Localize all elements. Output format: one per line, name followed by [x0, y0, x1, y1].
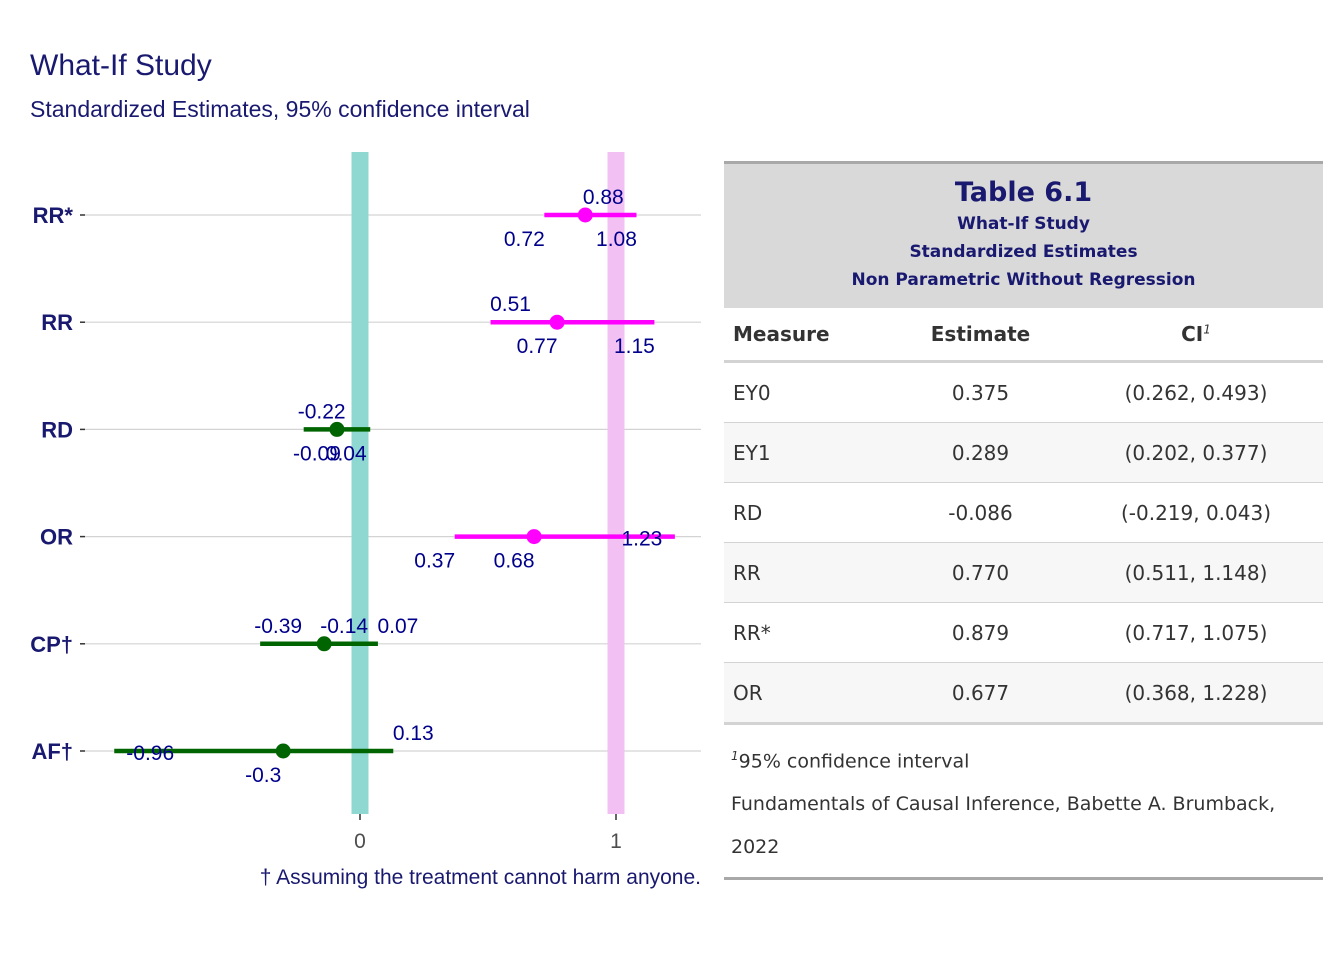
cell-measure: EY0: [733, 380, 771, 405]
table-row: EY0 0.375 (0.262, 0.493): [724, 363, 1323, 423]
chart-subtitle: Standardized Estimates, 95% confidence i…: [30, 96, 530, 122]
cell-estimate: 0.770: [951, 560, 1010, 585]
estimate-label: -0.09: [293, 442, 341, 465]
x-tick-label: 0: [354, 830, 366, 853]
ci-lower-label: 0.72: [504, 228, 545, 251]
table-subtitle-1: What-If Study: [957, 214, 1090, 234]
table-source-note: Fundamentals of Causal Inference, Babett…: [731, 793, 1276, 859]
ci-upper-label: 1.15: [614, 335, 655, 358]
cell-measure: OR: [733, 680, 763, 705]
table-row: RD -0.086 (-0.219, 0.043): [724, 483, 1323, 543]
cell-estimate: 0.879: [951, 620, 1010, 645]
cell-measure: EY1: [733, 440, 771, 465]
chart-title: What-If Study: [30, 49, 212, 82]
y-tick-label: OR: [40, 525, 73, 550]
cell-ci: (0.202, 0.377): [1124, 440, 1268, 465]
y-tick-label: CP†: [30, 632, 73, 657]
estimate-label: 0.88: [583, 186, 624, 209]
point-estimate: [275, 743, 291, 759]
table-row: RR 0.770 (0.511, 1.148): [724, 543, 1323, 603]
table-footer: 195% confidence interval Fundamentals of…: [724, 723, 1323, 881]
x-tick-label: 1: [610, 830, 622, 853]
point-estimate: [316, 636, 332, 652]
footnote-mark: 1: [731, 749, 739, 763]
table-row: EY1 0.289 (0.202, 0.377): [724, 423, 1323, 483]
cell-estimate: 0.375: [951, 380, 1010, 405]
y-tick-label: RD: [41, 417, 73, 442]
results-table: Table 6.1 What-If Study Standardized Est…: [724, 161, 1323, 881]
cell-measure: RR: [733, 560, 761, 585]
ci-upper-label: 0.07: [377, 615, 418, 638]
cell-estimate: -0.086: [948, 500, 1013, 525]
y-tick-label: RR*: [33, 203, 74, 228]
column-header-estimate: Estimate: [930, 322, 1031, 346]
table-footnote: 195% confidence interval: [724, 735, 1323, 783]
table-title: Table 6.1: [954, 177, 1093, 208]
column-header-ci: CI1: [1069, 322, 1323, 346]
estimate-label: 0.68: [494, 550, 535, 573]
chart-caption: † Assuming the treatment cannot harm any…: [259, 866, 701, 889]
reference-band-one: [607, 152, 625, 814]
table-header: Table 6.1 What-If Study Standardized Est…: [724, 161, 1323, 308]
cell-ci: (0.511, 1.148): [1124, 560, 1268, 585]
column-header-measure: Measure: [733, 322, 830, 346]
estimate-label: -0.14: [320, 615, 368, 638]
point-estimate: [549, 314, 565, 330]
ci-footnote-mark: 1: [1203, 322, 1211, 337]
ci-upper-label: 1.08: [596, 228, 637, 251]
cell-measure: RR*: [733, 620, 771, 645]
ci-lower-label: -0.22: [298, 400, 346, 423]
ci-lower-label: -0.39: [254, 615, 302, 638]
ci-lower-label: 0.37: [414, 550, 455, 573]
cell-ci: (0.262, 0.493): [1124, 380, 1268, 405]
y-tick-label: AF†: [31, 739, 73, 764]
estimate-label: 0.77: [517, 335, 558, 358]
point-estimate: [526, 529, 542, 545]
table-body: EY0 0.375 (0.262, 0.493) EY1 0.289 (0.202, 0.…: [724, 363, 1323, 723]
table-subtitle-2: Standardized Estimates: [909, 242, 1138, 262]
ci-lower-label: -0.96: [126, 742, 174, 765]
cell-ci: (-0.219, 0.043): [1120, 500, 1272, 525]
ci-upper-label: 1.23: [621, 528, 662, 551]
table-row: OR 0.677 (0.368, 1.228): [724, 663, 1323, 723]
cell-ci: (0.368, 1.228): [1124, 680, 1268, 705]
cell-estimate: 0.289: [951, 440, 1010, 465]
ci-upper-label: 0.04: [326, 442, 367, 465]
ci-upper-label: 0.13: [393, 722, 434, 745]
estimate-label: -0.3: [245, 764, 281, 787]
table-row: RR* 0.879 (0.717, 1.075): [724, 603, 1323, 663]
reference-band-zero: [351, 152, 369, 814]
cell-ci: (0.717, 1.075): [1124, 620, 1268, 645]
cell-measure: RD: [733, 500, 763, 525]
y-tick-label: RR: [41, 310, 73, 335]
point-estimate: [577, 207, 593, 223]
table-column-headers: Measure Estimate CI1: [724, 308, 1323, 363]
ci-lower-label: 0.51: [490, 293, 531, 316]
cell-estimate: 0.677: [951, 680, 1010, 705]
ci-header-label: CI: [1181, 322, 1204, 346]
table-subtitle-3: Non Parametric Without Regression: [851, 270, 1196, 290]
forest-plot: RR* 0.72 0.88 1.08 RR 0.51 0.77 1.15 RD -0.22 -0.0…: [30, 152, 701, 853]
footnote-text: 95% confidence interval: [738, 750, 970, 773]
point-estimate: [329, 421, 345, 437]
